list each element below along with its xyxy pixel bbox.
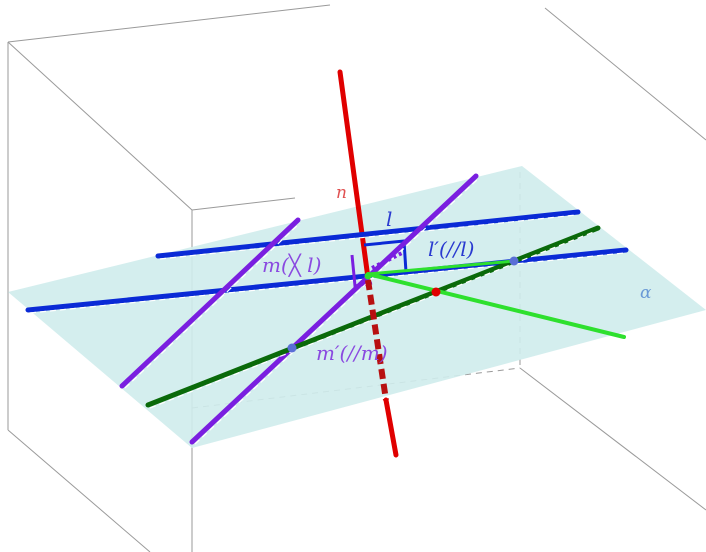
point-on-l-prime — [509, 256, 519, 266]
label-l: l — [386, 207, 392, 231]
points — [287, 256, 519, 353]
point-on-m-prime — [287, 343, 297, 353]
point-foot-n — [364, 272, 372, 280]
line-m-prime-dash — [194, 178, 479, 445]
box-edge — [7, 4, 331, 43]
line-m-prime — [189, 173, 479, 445]
line-m — [119, 217, 301, 389]
box-edge — [191, 197, 296, 211]
label-m: m(╳ l) — [262, 253, 321, 277]
label-l-prime: l′(//l) — [428, 237, 474, 261]
line-n-lower — [365, 279, 389, 401]
line-m-dash — [124, 222, 301, 389]
line-l-prime — [25, 247, 629, 313]
line-m-group — [119, 173, 479, 445]
box-edge — [519, 367, 706, 511]
line-n-upper — [337, 69, 371, 281]
label-m-prime: m′(//m) — [316, 341, 388, 365]
segment-green-2 — [366, 259, 516, 276]
label-alpha: α — [640, 283, 652, 303]
box-edge — [7, 41, 193, 211]
point-intersection-red — [431, 287, 441, 297]
box-edge — [7, 429, 151, 552]
line-l-group — [25, 209, 629, 314]
line-n-bottom — [383, 397, 399, 458]
box-edge — [544, 7, 706, 141]
segment-green-1 — [366, 272, 626, 339]
line-l — [155, 209, 581, 259]
plane-alpha — [8, 166, 706, 448]
label-n: n — [336, 183, 347, 203]
